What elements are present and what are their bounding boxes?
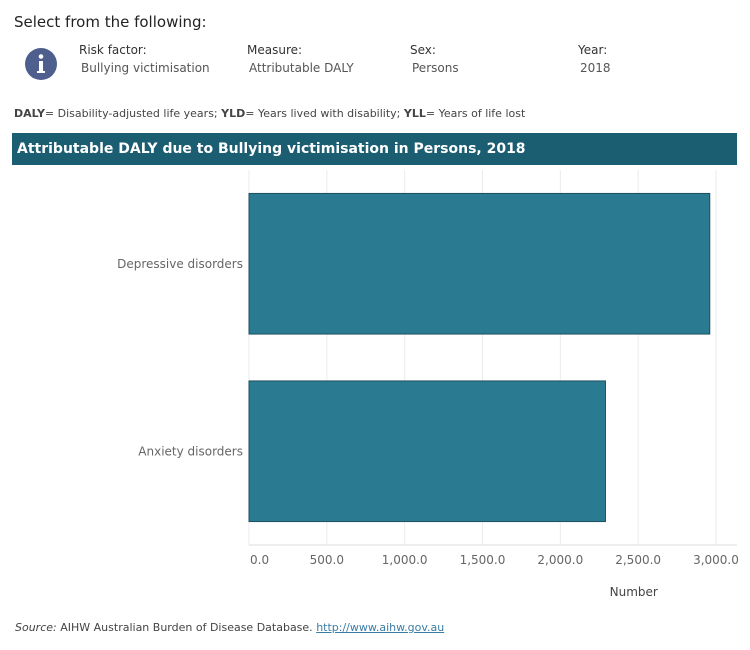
source: Source: AIHW Australian Burden of Diseas…: [15, 621, 444, 634]
note-term: DALY: [14, 107, 45, 120]
filter-label: Sex:: [410, 43, 436, 57]
note: DALY= Disability-adjusted life years; YL…: [14, 107, 525, 120]
chart-title: Attributable DALY due to Bullying victim…: [17, 141, 526, 157]
x-tick-label: 1,000.0: [382, 553, 428, 567]
x-tick-label: 2,500.0: [615, 553, 661, 567]
note-term: YLD: [221, 107, 246, 120]
x-tick-label: 2,000.0: [537, 553, 583, 567]
filter-value: Persons: [412, 61, 459, 75]
filter-value: Bullying victimisation: [81, 61, 210, 75]
filter-value: 2018: [580, 61, 611, 75]
filter-label: Risk factor:: [79, 43, 147, 57]
source-link[interactable]: http://www.aihw.gov.au: [316, 621, 445, 634]
note-definition: = Disability-adjusted life years;: [44, 107, 218, 120]
note-definition: = Years lived with disability;: [245, 107, 401, 120]
filter-label: Year:: [578, 43, 608, 57]
x-tick-label: 3,000.0: [693, 553, 739, 567]
info-icon: [25, 48, 57, 80]
bar: [248, 380, 606, 523]
y-tick-label: Anxiety disorders: [138, 444, 243, 458]
title-bar: Attributable DALY due to Bullying victim…: [12, 133, 737, 165]
x-tick-label: 0.0: [250, 553, 269, 567]
note-term: YLL: [403, 107, 426, 120]
x-axis-label: Number: [610, 585, 658, 599]
x-tick-label: 500.0: [310, 553, 344, 567]
filter-value: Attributable DALY: [249, 61, 354, 75]
header-title: Select from the following:: [14, 13, 207, 31]
x-tick-label: 1,500.0: [460, 553, 506, 567]
note-definition: = Years of life lost: [425, 107, 526, 120]
source-text: AIHW Australian Burden of Disease Databa…: [60, 621, 313, 634]
filter-label: Measure:: [247, 43, 303, 57]
y-tick-label: Depressive disorders: [117, 257, 243, 271]
source-label: Source:: [15, 621, 57, 634]
bar: [248, 192, 711, 335]
